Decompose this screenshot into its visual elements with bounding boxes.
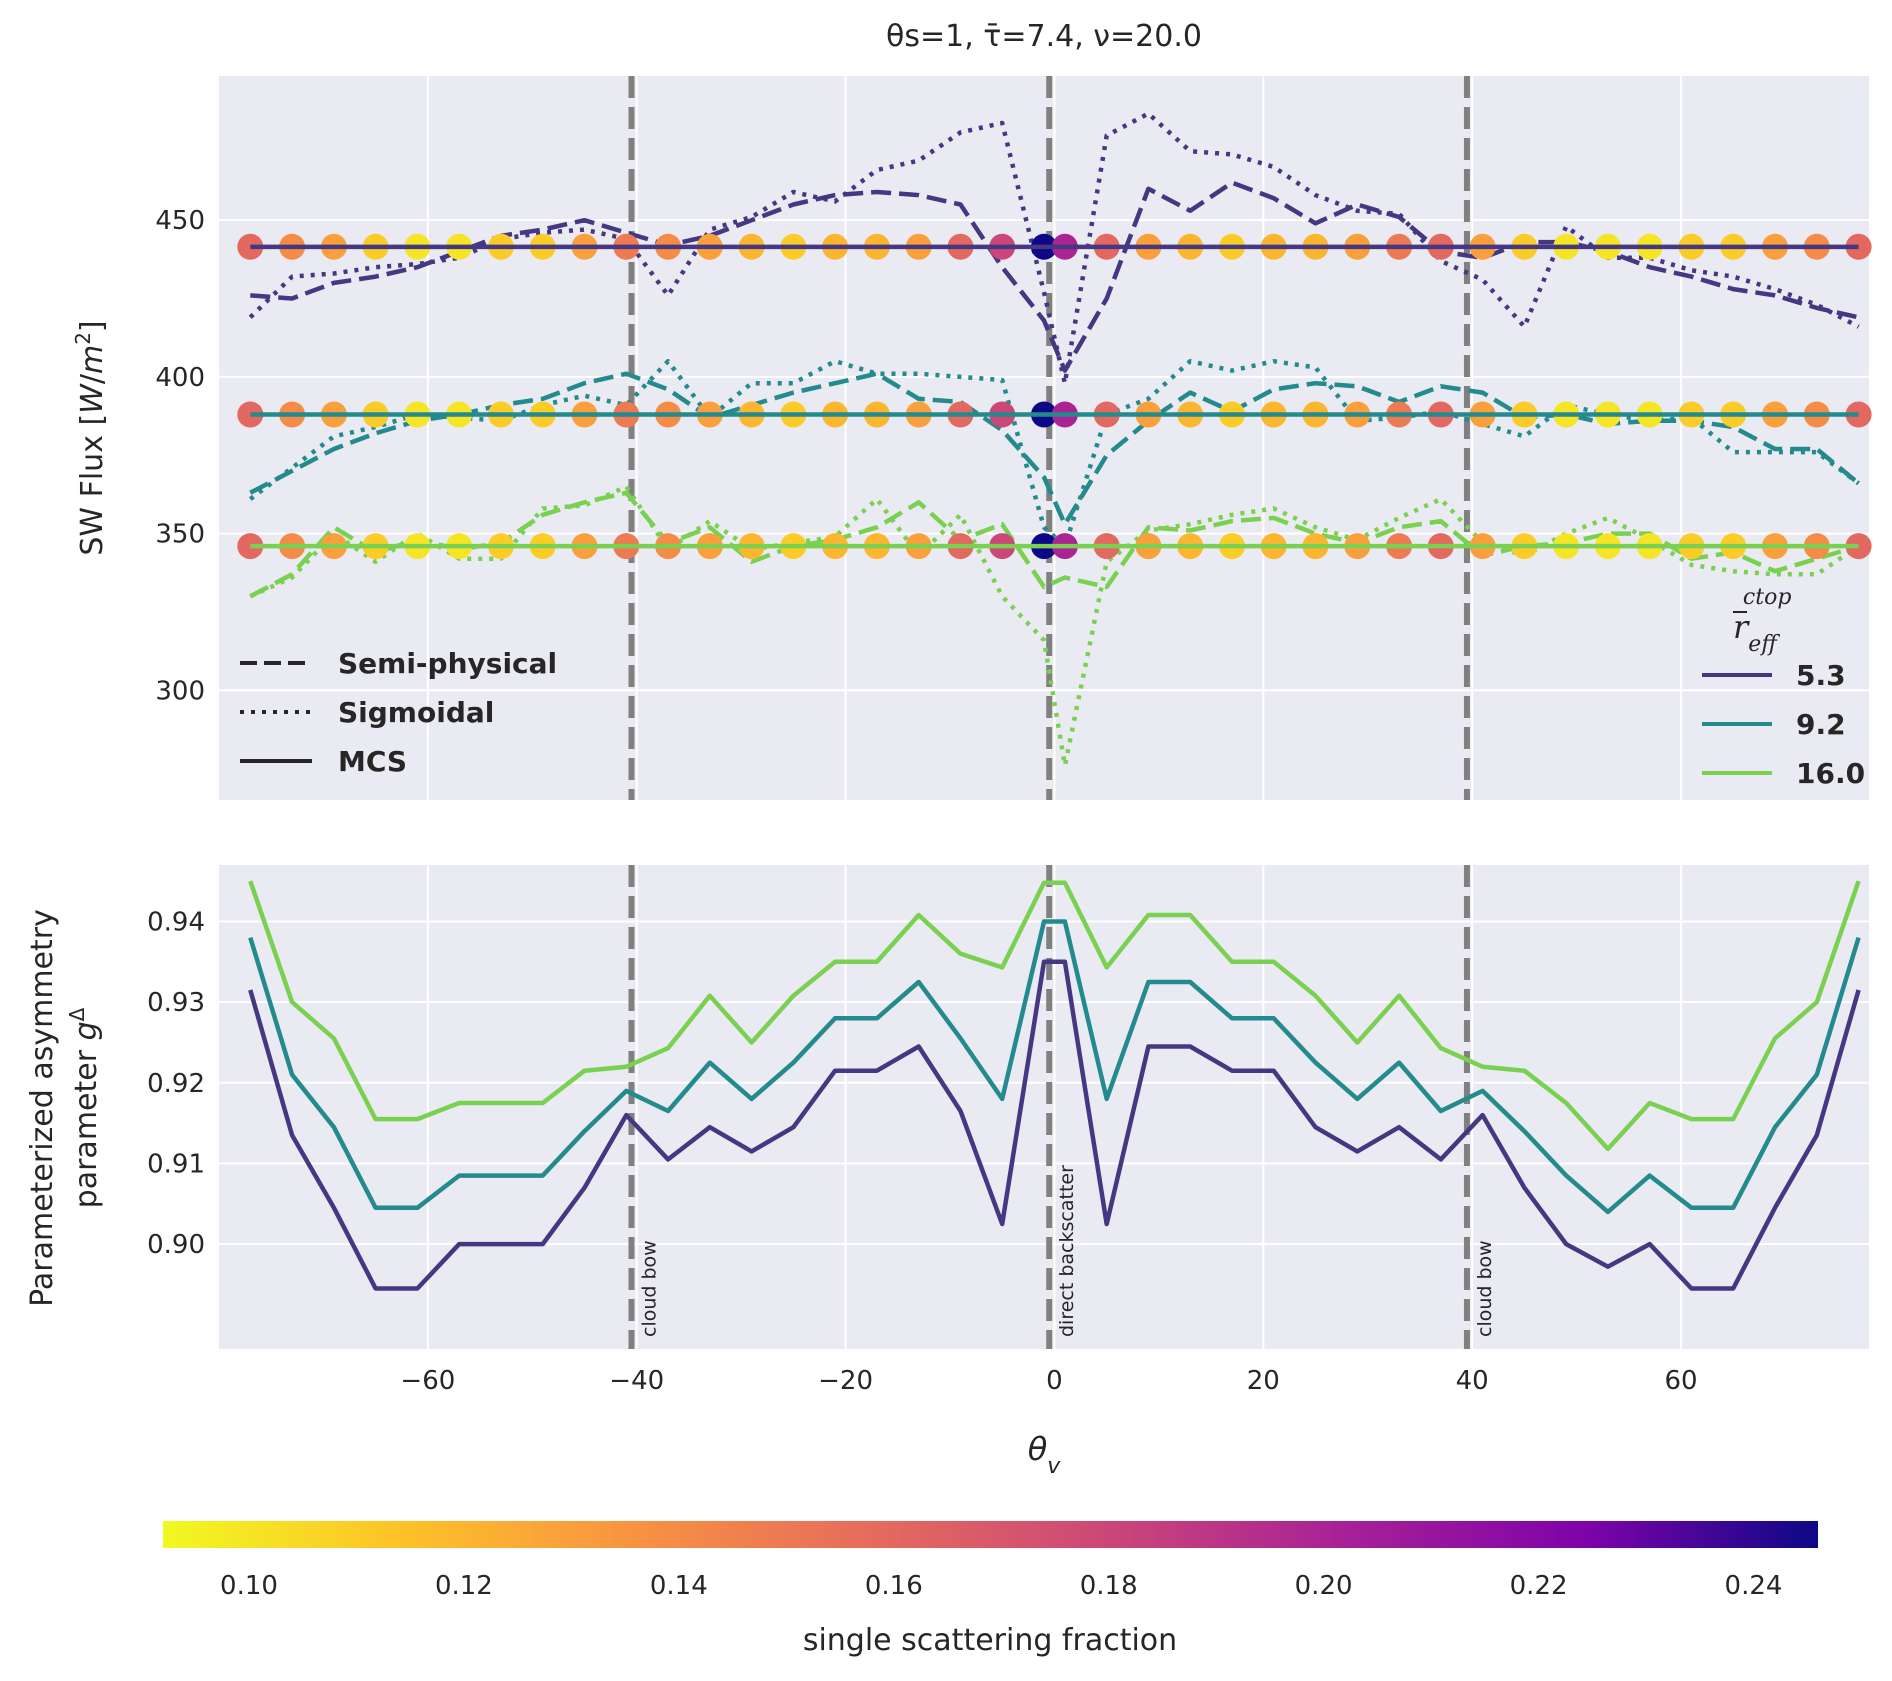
- colorbar-label: single scattering fraction: [803, 1623, 1177, 1658]
- top-panel: 300 350 400 450 SW Flux [W/m2] Semi-physica…: [71, 76, 1872, 800]
- colorbar-tick-4: 0.18: [1080, 1571, 1138, 1601]
- colorbar-ticks: 0.10 0.12 0.14 0.16 0.18 0.20 0.22 0.24: [220, 1571, 1782, 1601]
- mcs-point-5-3-39: [1845, 233, 1872, 260]
- bottom-y-ticks: 0.90 0.91 0.92 0.93 0.94: [147, 907, 205, 1260]
- bottom-series: [248, 880, 1861, 1291]
- colorbar-gradient: [163, 1521, 1818, 1548]
- legend-sigmoidal-label: Sigmoidal: [338, 696, 494, 729]
- bottom-x-tick-4: 20: [1247, 1366, 1280, 1396]
- legend-16-0-label: 16.0: [1796, 757, 1865, 790]
- bottom-y-tick-4: 0.94: [147, 907, 205, 937]
- bottom-x-ticks: −60 −40 −20 0 20 40 60: [400, 1366, 1697, 1396]
- bottom-vlines: [628, 865, 1470, 1349]
- mcs-point-9-2-39: [1845, 401, 1872, 428]
- semi-physical-line-9-2: [249, 371, 1861, 527]
- bottom-x-tick-2: −20: [818, 1366, 873, 1396]
- colorbar-tick-5: 0.20: [1295, 1571, 1353, 1601]
- top-y-tick-3: 450: [155, 206, 205, 236]
- colorbar-tick-6: 0.22: [1510, 1571, 1568, 1601]
- colorbar: 0.10 0.12 0.14 0.16 0.18 0.20 0.22 0.24 single …: [163, 1521, 1818, 1658]
- colorbar-tick-0: 0.10: [220, 1571, 278, 1601]
- bottom-x-tick-6: 60: [1664, 1366, 1697, 1396]
- bottom-x-tick-0: −60: [400, 1366, 455, 1396]
- vline-annotations: cloud bow direct backscatter cloud bow: [639, 1165, 1496, 1337]
- bottom-y-axis-label-line1: Parameterized asymmetry: [25, 909, 60, 1307]
- vline-annotation-0: cloud bow: [639, 1240, 661, 1337]
- top-plot-background: [219, 76, 1869, 800]
- sigmoidal-line-9-2: [248, 358, 1860, 549]
- bottom-y-tick-2: 0.92: [147, 1069, 205, 1099]
- semi-physical-line-5-3: [250, 180, 1860, 373]
- legend-9-2-label: 9.2: [1796, 708, 1846, 741]
- colorbar-tick-7: 0.24: [1725, 1571, 1783, 1601]
- bottom-panel: 0.90 0.91 0.92 0.93 0.94 −60 −40 −20 0 20 40 60 cl…: [25, 865, 1869, 1479]
- bottom-plot-background: [219, 865, 1869, 1349]
- legend-mcs-label: MCS: [338, 745, 407, 778]
- top-chart-title: θs=1, τ̄=7.4, ν=20.0: [886, 19, 1202, 54]
- asymmetry-line-5-3: [248, 959, 1861, 1291]
- vline-annotation-1: direct backscatter: [1056, 1165, 1078, 1337]
- semi-physical-line-16-0: [249, 490, 1860, 599]
- bottom-y-tick-1: 0.91: [147, 1149, 205, 1179]
- asymmetry-line-16-0: [248, 880, 1861, 1152]
- bottom-y-tick-0: 0.90: [147, 1230, 205, 1260]
- bottom-x-tick-5: 40: [1456, 1366, 1489, 1396]
- bottom-y-axis-label-line2: parameter gΔ: [65, 1007, 104, 1208]
- colorbar-tick-2: 0.14: [650, 1571, 708, 1601]
- colorbar-tick-3: 0.16: [865, 1571, 923, 1601]
- mcs-point-16-0-0: [237, 533, 264, 560]
- sigmoidal-line-16-0: [249, 484, 1860, 768]
- top-y-tick-2: 400: [155, 363, 205, 393]
- top-y-axis-label: SW Flux [W/m2]: [71, 320, 110, 555]
- bottom-x-axis-label: θv: [1028, 1430, 1062, 1479]
- legend-semi-physical-label: Semi-physical: [338, 647, 557, 680]
- bottom-x-tick-3: 0: [1046, 1366, 1063, 1396]
- colorbar-tick-1: 0.12: [435, 1571, 493, 1601]
- bottom-y-tick-3: 0.93: [147, 988, 205, 1018]
- bottom-x-tick-1: −40: [609, 1366, 664, 1396]
- top-series: [237, 111, 1872, 768]
- sigmoidal-line-5-3: [248, 111, 1860, 386]
- mcs-point-5-3-0: [237, 233, 264, 260]
- top-y-ticks: 300 350 400 450: [155, 206, 205, 706]
- top-y-tick-1: 350: [155, 520, 205, 550]
- asymmetry-line-9-2: [248, 919, 1861, 1215]
- mcs-point-9-2-0: [237, 401, 264, 428]
- top-vlines: [628, 76, 1470, 800]
- style-legend: Semi-physical Sigmoidal MCS: [240, 647, 557, 778]
- legend-5-3-label: 5.3: [1796, 659, 1846, 692]
- mcs-point-16-0-39: [1845, 533, 1872, 560]
- vline-annotation-2: cloud bow: [1474, 1240, 1496, 1337]
- top-y-tick-0: 300: [155, 676, 205, 706]
